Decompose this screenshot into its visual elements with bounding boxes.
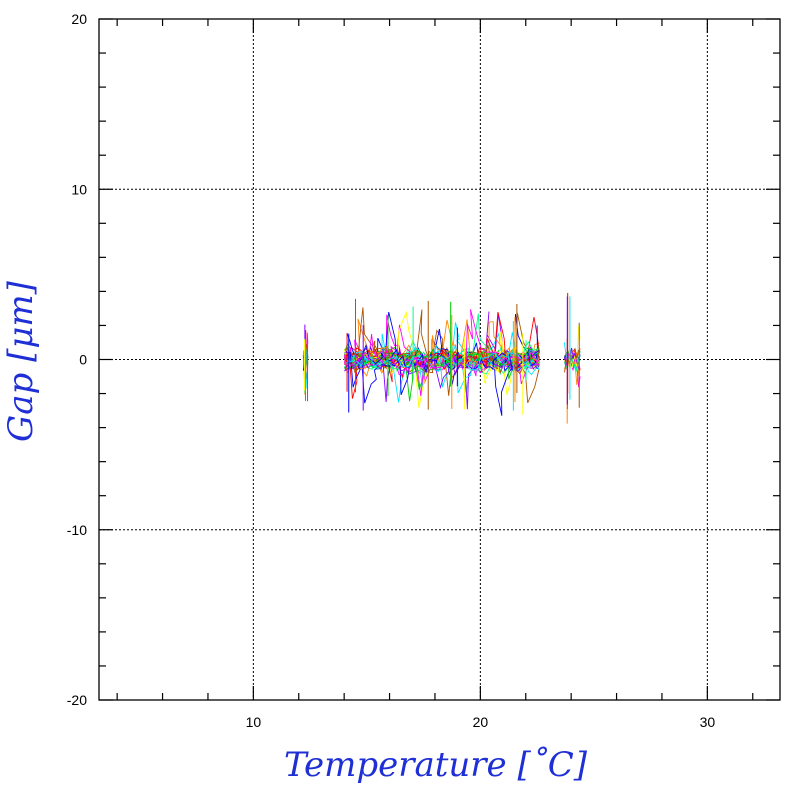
data-line: [344, 309, 539, 397]
data-line: [344, 351, 538, 373]
y-tick-label: 10: [71, 181, 87, 197]
y-tick-label: 20: [71, 11, 87, 27]
y-tick-label: 0: [79, 352, 87, 368]
x-tick-label: 10: [246, 714, 262, 730]
data-line: [343, 349, 540, 377]
y-tick-label: -10: [67, 522, 87, 538]
data-line: [346, 328, 540, 404]
x-tick-label: 30: [700, 714, 716, 730]
tick-labels: 10 20 30 -20 -10 0 10 20: [67, 11, 716, 730]
data-line: [345, 311, 540, 368]
x-axis-label: Temperature [˚C]: [284, 745, 588, 785]
data-series: [302, 292, 581, 424]
x-tick-label: 20: [473, 714, 489, 730]
y-axis-label: Gap [μm]: [1, 280, 41, 442]
y-tick-label: -20: [67, 692, 87, 708]
data-line: [345, 343, 538, 388]
axis-ticks: [99, 18, 780, 701]
